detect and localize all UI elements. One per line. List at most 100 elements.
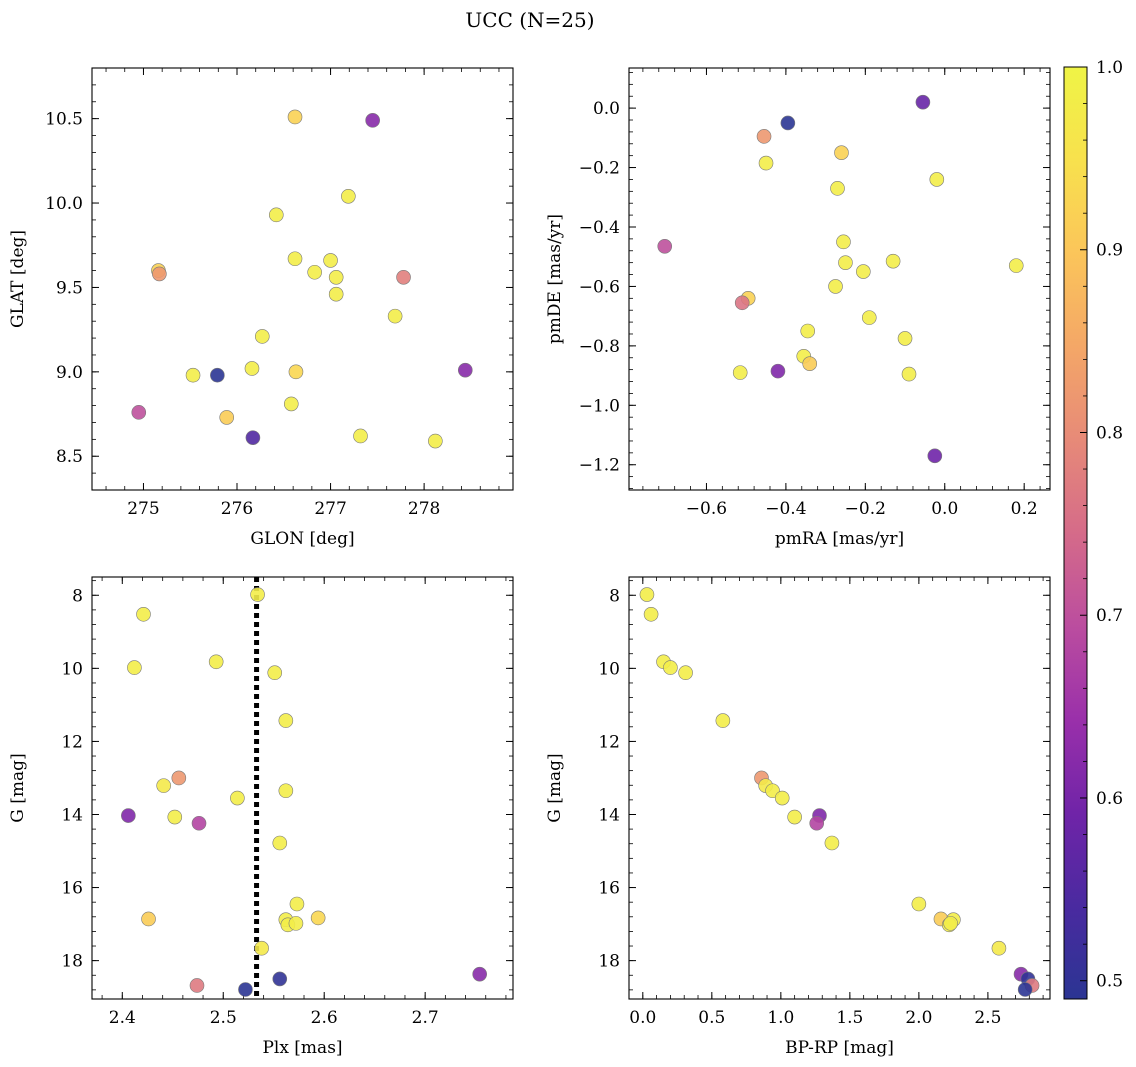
y-tick-label: 16 [61, 879, 83, 899]
data-point [861, 310, 877, 325]
colorbar-tick-label: 0.9 [1096, 241, 1123, 261]
data-point [657, 239, 673, 254]
data-point [836, 234, 851, 250]
data-point [838, 255, 853, 270]
data-point [396, 270, 411, 285]
data-point [787, 809, 802, 825]
colorbar-gradient [1063, 66, 1088, 1000]
data-point [156, 778, 171, 793]
y-tick-label: −0.8 [579, 337, 620, 357]
data-point [770, 363, 786, 379]
data-point [185, 367, 201, 383]
x-tick-label: 277 [314, 499, 346, 519]
data-point [802, 356, 818, 371]
data-point [911, 896, 927, 912]
data-point [365, 113, 380, 128]
data-point [1008, 258, 1024, 273]
data-point [189, 978, 205, 993]
data-point [141, 911, 156, 927]
x-tick-label: 1.5 [836, 1008, 863, 1028]
data-point [885, 253, 901, 269]
data-point [830, 181, 845, 196]
data-point [387, 308, 403, 324]
data-point [272, 971, 288, 987]
y-tick-label: 18 [61, 952, 83, 972]
y-axis-label: GLAT [deg] [8, 230, 28, 328]
x-tick-label: 278 [408, 499, 440, 519]
x-tick-label: 0.5 [698, 1008, 725, 1028]
data-point [121, 808, 136, 823]
data-point [341, 188, 356, 204]
y-tick-label: −1.2 [579, 456, 620, 476]
data-point [269, 207, 284, 223]
x-tick-label: 275 [127, 499, 159, 519]
x-tick-label: 2.5 [210, 1008, 237, 1028]
data-point [289, 896, 305, 912]
y-tick-label: 12 [598, 732, 620, 752]
data-point [943, 916, 958, 931]
x-tick-label: 2.4 [109, 1008, 136, 1028]
data-point [244, 361, 260, 376]
data-point [287, 251, 303, 267]
y-axis-label: G [mag] [545, 753, 565, 822]
data-point [756, 129, 772, 144]
data-point [428, 433, 443, 449]
y-tick-label: −0.6 [579, 277, 620, 297]
data-point [171, 770, 187, 786]
y-tick-label: −1.0 [579, 396, 620, 416]
data-point [250, 587, 265, 602]
panel-top-right: −0.6 −0.4 −0.2 0.0 0.2 −1.2 −1.0 −0.8 −0.6 −0.4 −0… [545, 67, 1051, 549]
data-point [323, 253, 338, 268]
data-point [191, 815, 207, 831]
data-point [897, 331, 913, 346]
y-tick-label: −0.4 [579, 218, 620, 238]
data-point [678, 665, 693, 681]
data-point [208, 654, 224, 670]
x-tick-label: −0.6 [686, 499, 727, 519]
data-point [758, 155, 774, 171]
y-tick-label: 12 [61, 732, 83, 752]
data-point [307, 264, 322, 280]
data-point [991, 940, 1007, 956]
y-tick-label: −0.2 [579, 159, 620, 179]
y-tick-label: 0.0 [593, 99, 620, 119]
y-tick-label: 18 [598, 952, 620, 972]
x-tick-label: 2.6 [311, 1008, 338, 1028]
y-tick-label: 14 [598, 805, 620, 825]
data-point [732, 365, 748, 380]
x-tick-label: 0.0 [931, 499, 958, 519]
data-point [800, 323, 816, 339]
colorbar-tick-label: 0.6 [1096, 789, 1123, 809]
y-tick-label: 9.5 [56, 278, 83, 298]
colorbar: 0.5 0.6 0.7 0.8 0.9 1.0 [1063, 58, 1123, 1000]
data-point [127, 660, 142, 675]
y-tick-label: 8 [72, 586, 83, 606]
data-point [288, 364, 304, 380]
data-point [272, 835, 288, 851]
data-point [328, 286, 344, 302]
colorbar-tick-label: 0.5 [1096, 972, 1123, 992]
plot-frame [628, 67, 1051, 491]
data-point [929, 172, 945, 187]
panel-bottom-left: 2.4 2.5 2.6 2.7 8 10 12 14 16 18 Plx [mas] G [mag] [8, 576, 514, 1058]
data-point [353, 428, 368, 444]
colorbar-tick-label: 0.7 [1096, 606, 1123, 626]
data-point [780, 115, 796, 131]
data-point [472, 966, 487, 982]
y-tick-label: 10.0 [45, 194, 83, 214]
colorbar-tick-label: 0.8 [1096, 423, 1123, 443]
data-point [287, 109, 303, 125]
data-point [267, 665, 283, 681]
y-tick-label: 16 [598, 879, 620, 899]
data-point [152, 266, 167, 282]
x-axis-label: Plx [mas] [262, 1038, 342, 1058]
x-tick-label: 276 [221, 499, 253, 519]
x-axis-label: BP-RP [mag] [785, 1038, 894, 1058]
data-point [809, 815, 825, 831]
data-point [230, 790, 245, 806]
data-point [283, 396, 299, 412]
colorbar-tick-label: 1.0 [1096, 58, 1123, 78]
x-tick-label: 2.0 [905, 1008, 932, 1028]
x-tick-label: 0.0 [629, 1008, 656, 1028]
